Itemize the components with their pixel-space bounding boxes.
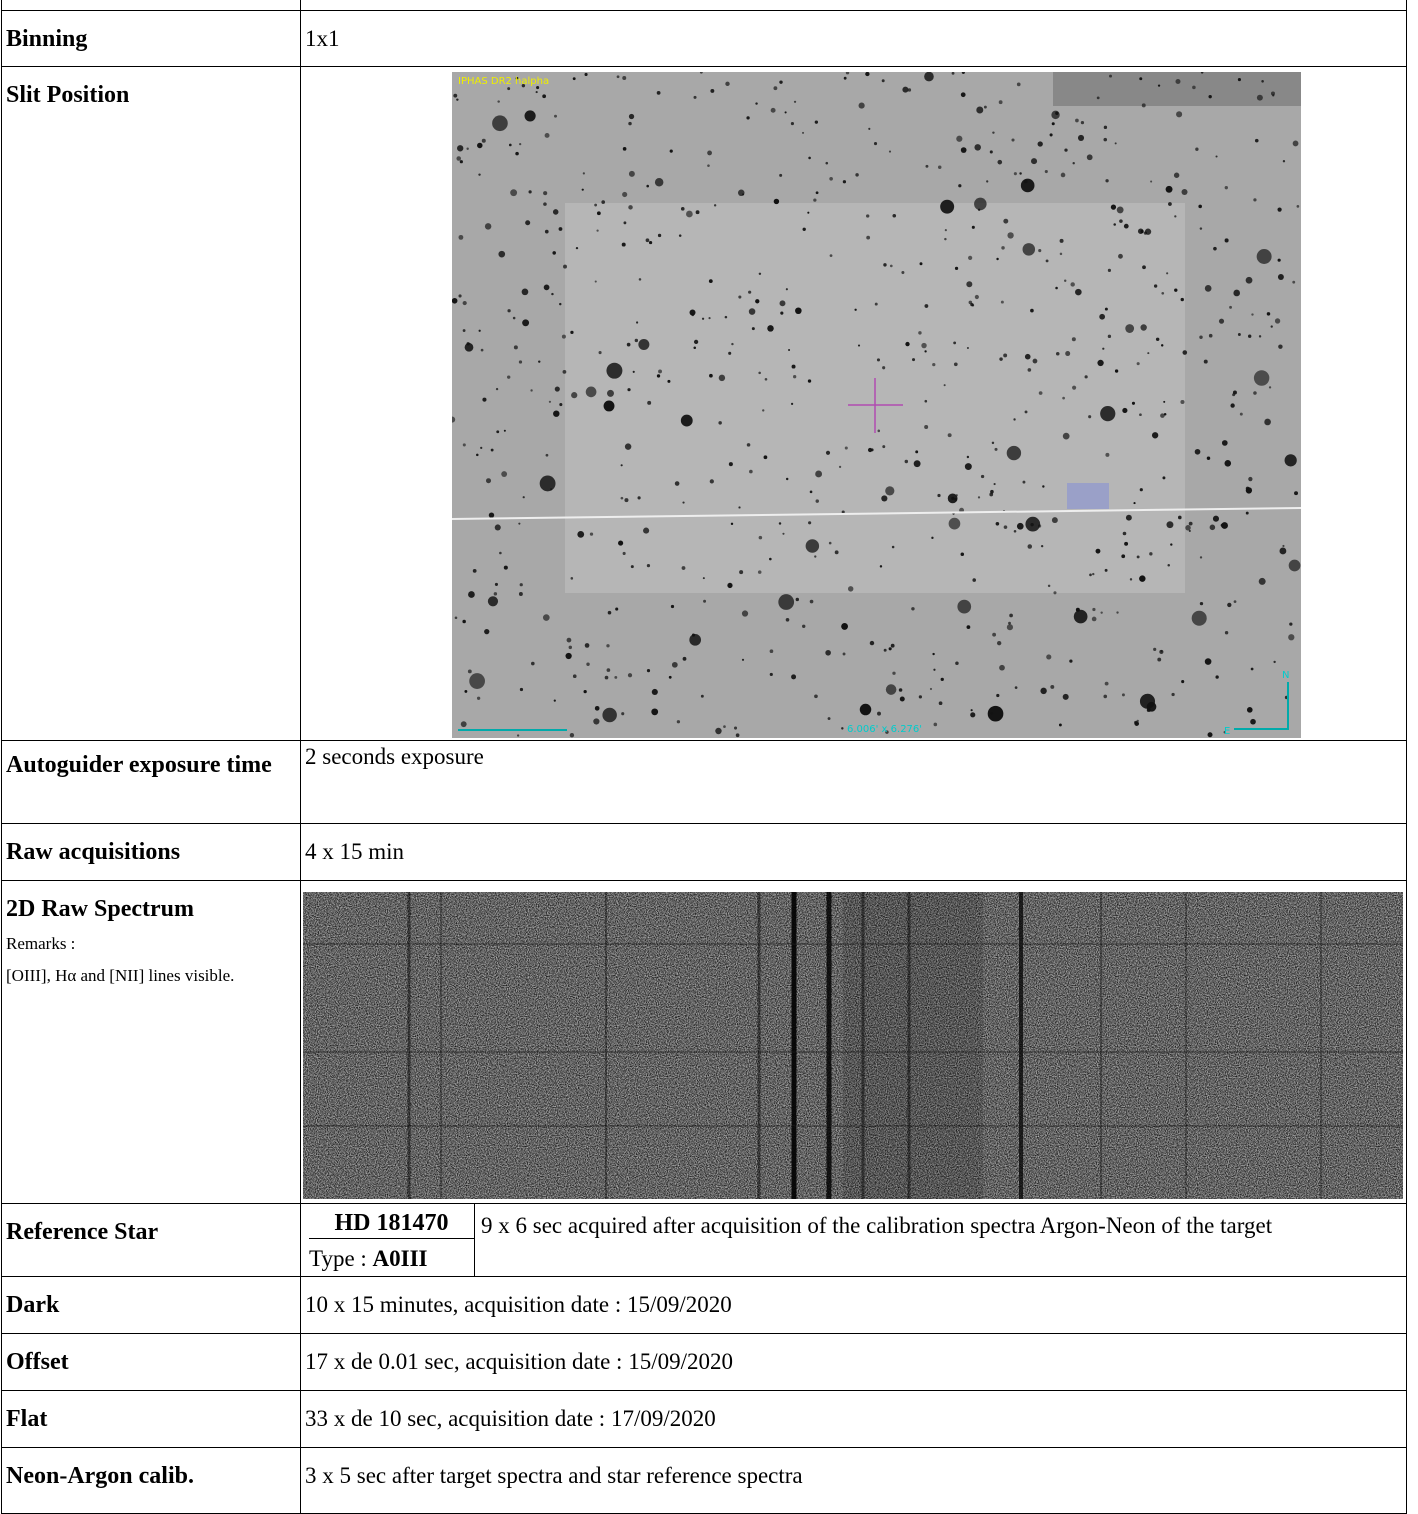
remarks: [OIII], Hα and [NII] lines visible.	[6, 966, 235, 985]
row-value: 10 x 15 minutes, acquisition date : 15/0…	[300, 1276, 1407, 1334]
row-label: Binning	[1, 10, 301, 67]
survey-label: IPHAS DR2 halpha	[458, 76, 549, 87]
row-value: 4 x 15 min	[300, 823, 1407, 881]
row-label: Neon-Argon calib.	[1, 1447, 301, 1514]
spectrum-image	[303, 892, 1403, 1199]
star-type: A0III	[372, 1246, 428, 1271]
row-label: Dark	[1, 1276, 301, 1334]
type-prefix: Type :	[309, 1246, 367, 1271]
row-label: Reference Star	[1, 1203, 301, 1277]
row-label: Autoguider exposure time	[1, 740, 301, 824]
row-label: Offset	[1, 1333, 301, 1391]
row-value: 2 seconds exposure	[300, 740, 1407, 824]
row-value: 9 x 6 sec acquired after acquisition of …	[481, 1213, 1273, 1238]
row-value: 33 x de 10 sec, acquisition date : 17/09…	[300, 1390, 1407, 1448]
compass-north: N	[1282, 670, 1289, 681]
row-label: Slit Position	[1, 66, 301, 741]
row-label: 2D Raw Spectrum	[6, 896, 194, 922]
star-name: HD 181470	[309, 1204, 474, 1239]
field-size: 6.006' x 6.276'	[847, 724, 922, 735]
compass-east: E	[1224, 726, 1230, 737]
row-value: 1x1	[300, 10, 1407, 67]
row-value: 3 x 5 sec after target spectra and star …	[300, 1447, 1407, 1514]
row-label: Flat	[1, 1390, 301, 1448]
row-value: 17 x de 0.01 sec, acquisition date : 15/…	[300, 1333, 1407, 1391]
row-label: Raw acquisitions	[1, 823, 301, 881]
remarks-title: Remarks :	[6, 934, 76, 953]
slit-image: IPHAS DR2 halpha 6.006' x 6.276' N E	[452, 72, 1301, 738]
